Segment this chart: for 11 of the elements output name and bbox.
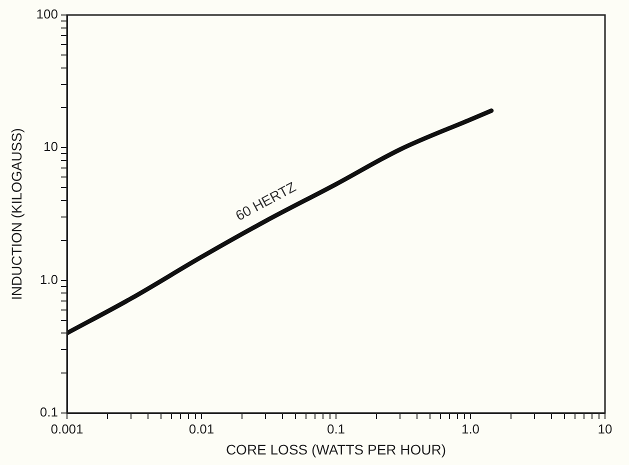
y-tick-label: 10 xyxy=(44,139,58,154)
x-tick-label: 0.1 xyxy=(326,421,346,436)
x-axis-title: CORE LOSS (WATTS PER HOUR) xyxy=(226,441,446,458)
x-tick-label: 0.001 xyxy=(50,421,84,436)
x-tick-label: 10 xyxy=(598,421,612,436)
y-axis-title: INDUCTION (KILOGAUSS) xyxy=(8,128,24,300)
x-tick-label: 0.01 xyxy=(188,421,214,436)
y-tick-label: 100 xyxy=(36,6,58,22)
y-tick-label: 1.0 xyxy=(40,272,58,287)
x-tick-label: 1.0 xyxy=(461,421,480,436)
y-tick-label: 0.1 xyxy=(40,404,58,420)
